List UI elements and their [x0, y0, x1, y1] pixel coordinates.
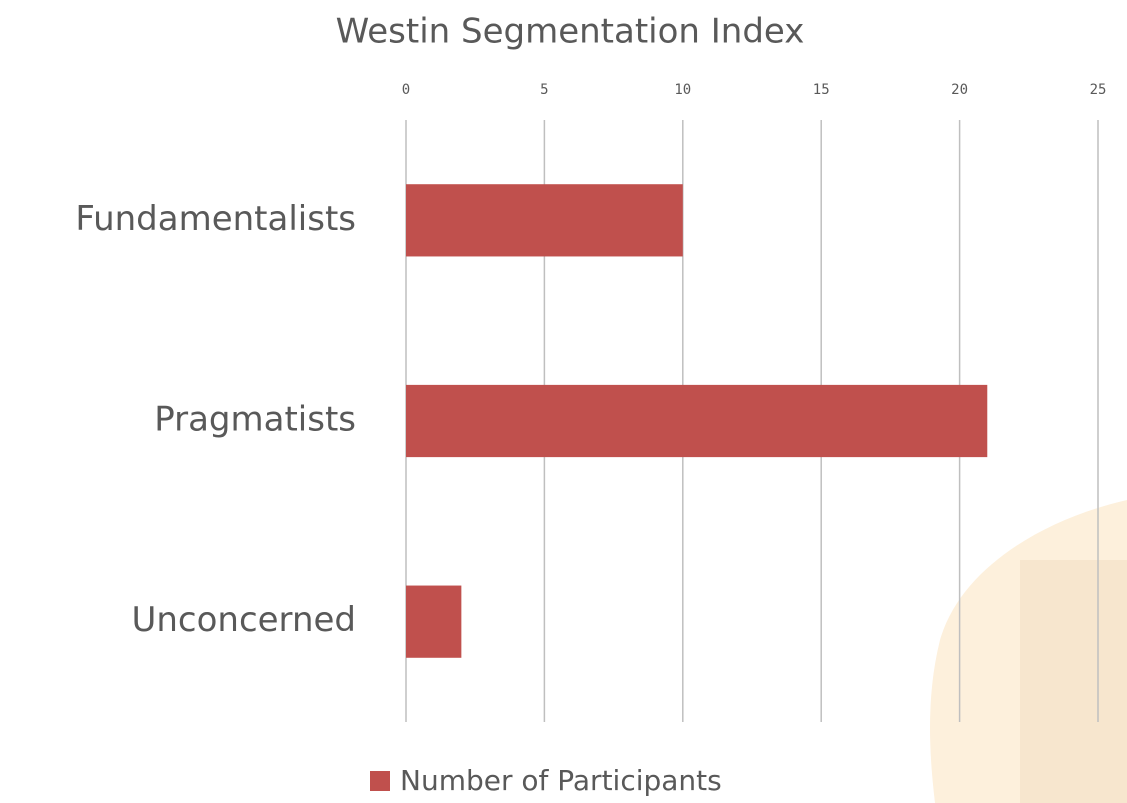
legend-swatch — [370, 771, 390, 791]
x-tick-label: 0 — [402, 82, 410, 98]
y-tick-label: Fundamentalists — [75, 199, 356, 239]
bar — [406, 184, 683, 257]
legend-label: Number of Participants — [400, 764, 722, 797]
x-tick-label: 10 — [674, 82, 691, 98]
y-tick-label: Unconcerned — [131, 600, 356, 640]
x-tick-label: 25 — [1090, 82, 1107, 98]
x-tick-label: 15 — [813, 82, 830, 98]
chart-title: Westin Segmentation Index — [336, 12, 805, 52]
x-tick-label: 5 — [540, 82, 548, 98]
x-tick-label: 20 — [951, 82, 968, 98]
bar — [406, 585, 462, 658]
y-tick-label: Pragmatists — [154, 400, 356, 440]
bar — [406, 384, 988, 458]
background-decoration — [1020, 560, 1127, 803]
